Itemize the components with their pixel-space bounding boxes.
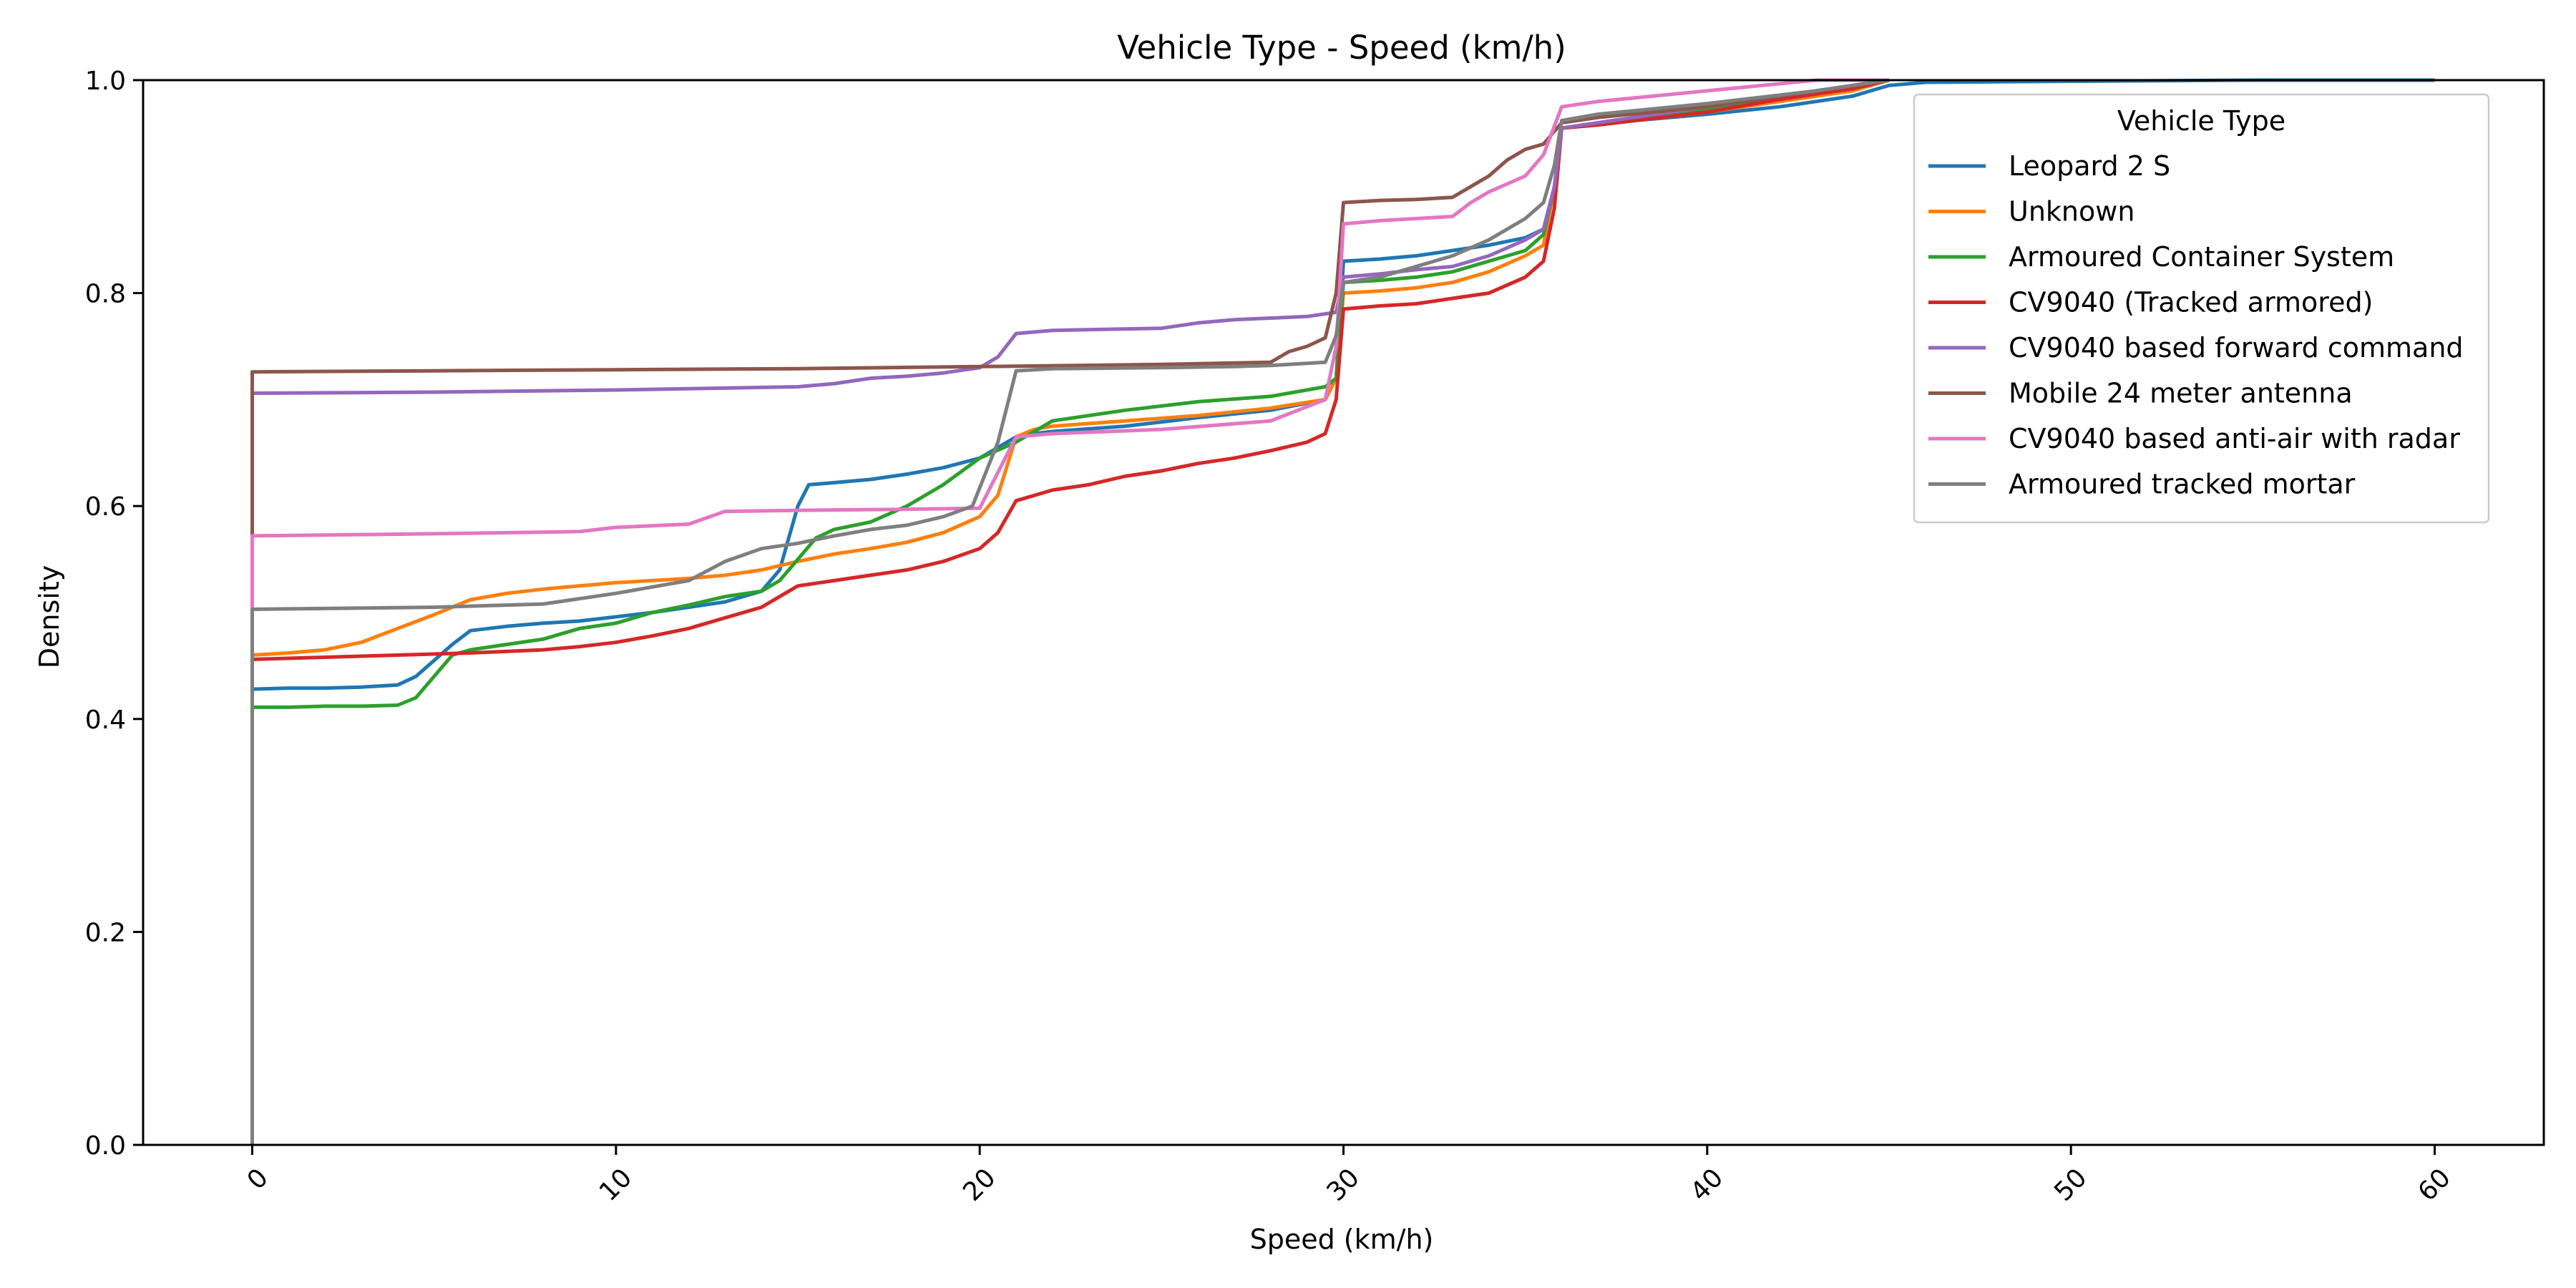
x-tick-label: 10 <box>594 1163 638 1206</box>
legend-label: Armoured tracked mortar <box>2009 469 2356 500</box>
series-line-mobile-24-meter-antenna <box>250 78 1890 1145</box>
series-line-cv9040-tracked-armored <box>250 78 1890 1145</box>
legend-label: Unknown <box>2009 196 2135 228</box>
y-tick-label: 0.4 <box>85 706 126 735</box>
legend-box <box>1913 93 2490 524</box>
series-line-unknown <box>250 78 1890 1145</box>
x-axis-ticks: 0 10 20 30 40 50 60 <box>242 1145 2457 1207</box>
x-tick-label: 60 <box>2413 1163 2457 1206</box>
y-tick-label: 1.0 <box>85 67 126 96</box>
legend-label: CV9040 (Tracked armored) <box>2009 287 2373 318</box>
legend-label: Armoured Container System <box>2009 241 2394 273</box>
y-axis-label: Density <box>34 565 65 668</box>
y-tick-label: 0.6 <box>85 492 126 522</box>
legend-title: Vehicle Type <box>2117 105 2285 137</box>
x-tick-label: 50 <box>2049 1163 2092 1206</box>
legend-entry-cv9040-based-forward-command: CV9040 based forward command <box>1928 332 2464 364</box>
y-tick-label: 0.0 <box>85 1131 126 1161</box>
series-lines <box>250 78 2435 1145</box>
y-axis-ticks: 0.0 0.2 0.4 0.6 0.8 1.0 <box>85 67 143 1161</box>
y-tick-label: 0.2 <box>85 918 126 947</box>
legend-label: Mobile 24 meter antenna <box>2009 378 2353 409</box>
x-tick-label: 0 <box>242 1163 274 1195</box>
x-tick-label: 30 <box>1322 1163 1365 1206</box>
legend-label: CV9040 based forward command <box>2009 332 2464 364</box>
legend-entry-leopard-2-s: Leopard 2 S <box>1928 150 2170 182</box>
x-tick-label: 40 <box>1685 1163 1729 1206</box>
x-axis-label: Speed (km/h) <box>1250 1224 1434 1255</box>
legend-entry-armoured-tracked-mortar: Armoured tracked mortar <box>1928 469 2356 500</box>
series-line-cv9040-based-forward-command <box>250 78 1890 1145</box>
chart-title: Vehicle Type - Speed (km/h) <box>1117 29 1566 67</box>
legend: Vehicle Type Leopard 2 S Unknown Armoured … <box>1913 93 2490 524</box>
series-line-armoured-tracked-mortar <box>250 78 1890 1145</box>
series-line-cv9040-based-anti-air-with-radar <box>250 78 1889 1145</box>
y-tick-label: 0.8 <box>85 280 126 309</box>
legend-entry-armoured-container-system: Armoured Container System <box>1928 241 2394 273</box>
series-line-armoured-container-system <box>250 78 1890 1145</box>
legend-entry-unknown: Unknown <box>1928 196 2135 228</box>
x-tick-label: 20 <box>957 1163 1001 1206</box>
legend-entry-cv9040-tracked-armored: CV9040 (Tracked armored) <box>1928 287 2373 318</box>
legend-entry-mobile-24-meter-antenna: Mobile 24 meter antenna <box>1928 378 2353 409</box>
legend-label: Leopard 2 S <box>2009 150 2170 182</box>
legend-label: CV9040 based anti-air with radar <box>2009 423 2460 454</box>
legend-entry-cv9040-based-anti-air-with-radar: CV9040 based anti-air with radar <box>1928 423 2460 454</box>
